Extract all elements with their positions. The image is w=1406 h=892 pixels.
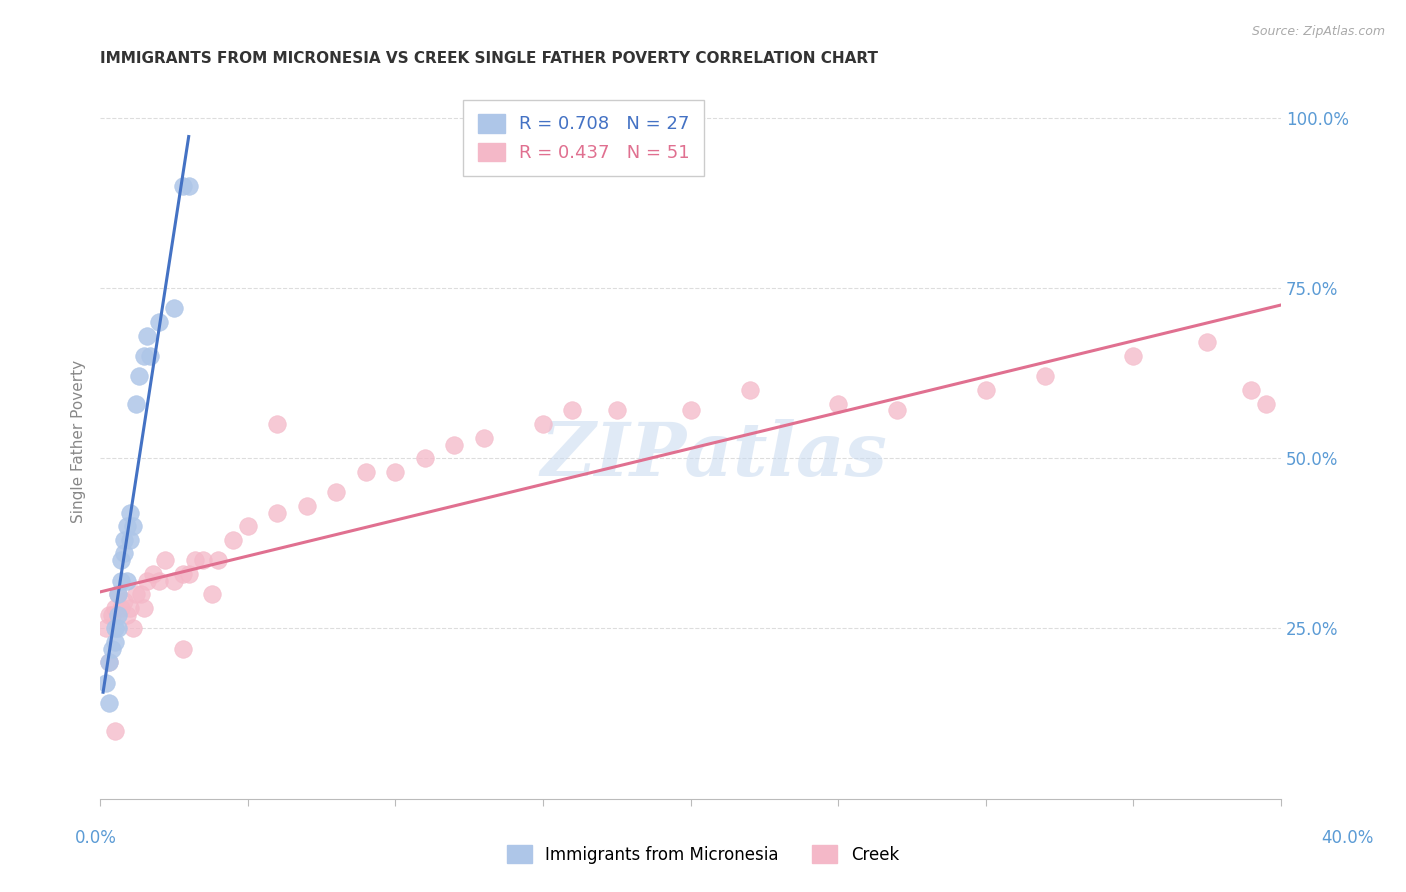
- Point: [201, 587, 224, 601]
- Point: [163, 301, 186, 316]
- Point: [107, 607, 129, 622]
- Point: [886, 403, 908, 417]
- Point: [139, 349, 162, 363]
- Point: [136, 574, 159, 588]
- Point: [104, 601, 127, 615]
- Point: [121, 622, 143, 636]
- Point: [107, 587, 129, 601]
- Point: [679, 403, 702, 417]
- Point: [325, 485, 347, 500]
- Text: 40.0%: 40.0%: [1320, 829, 1374, 847]
- Text: 0.0%: 0.0%: [75, 829, 117, 847]
- Point: [136, 328, 159, 343]
- Point: [443, 437, 465, 451]
- Point: [107, 622, 129, 636]
- Point: [1197, 335, 1219, 350]
- Point: [177, 566, 200, 581]
- Point: [606, 403, 628, 417]
- Point: [104, 635, 127, 649]
- Point: [98, 696, 121, 710]
- Point: [94, 676, 117, 690]
- Point: [222, 533, 245, 547]
- Point: [472, 431, 495, 445]
- Point: [107, 587, 129, 601]
- Legend: R = 0.708   N = 27, R = 0.437   N = 51: R = 0.708 N = 27, R = 0.437 N = 51: [464, 100, 704, 177]
- Point: [110, 601, 132, 615]
- Point: [172, 641, 194, 656]
- Point: [384, 465, 406, 479]
- Point: [561, 403, 583, 417]
- Point: [104, 723, 127, 738]
- Point: [142, 566, 165, 581]
- Point: [1240, 383, 1263, 397]
- Point: [236, 519, 259, 533]
- Point: [827, 397, 849, 411]
- Point: [110, 574, 132, 588]
- Text: Source: ZipAtlas.com: Source: ZipAtlas.com: [1251, 25, 1385, 38]
- Point: [163, 574, 186, 588]
- Point: [115, 574, 138, 588]
- Point: [131, 587, 153, 601]
- Point: [98, 656, 121, 670]
- Text: IMMIGRANTS FROM MICRONESIA VS CREEK SINGLE FATHER POVERTY CORRELATION CHART: IMMIGRANTS FROM MICRONESIA VS CREEK SING…: [100, 51, 879, 66]
- Point: [738, 383, 761, 397]
- Point: [98, 607, 121, 622]
- Point: [112, 547, 135, 561]
- Point: [207, 553, 229, 567]
- Point: [148, 574, 170, 588]
- Point: [974, 383, 997, 397]
- Point: [94, 622, 117, 636]
- Point: [101, 641, 124, 656]
- Point: [177, 178, 200, 193]
- Point: [115, 519, 138, 533]
- Point: [295, 499, 318, 513]
- Point: [98, 656, 121, 670]
- Point: [121, 519, 143, 533]
- Point: [118, 533, 141, 547]
- Point: [124, 397, 146, 411]
- Point: [1256, 397, 1278, 411]
- Point: [118, 506, 141, 520]
- Point: [101, 607, 124, 622]
- Text: ZIPatlas: ZIPatlas: [541, 419, 887, 491]
- Point: [112, 594, 135, 608]
- Point: [183, 553, 205, 567]
- Point: [118, 601, 141, 615]
- Point: [193, 553, 215, 567]
- Point: [110, 553, 132, 567]
- Point: [112, 533, 135, 547]
- Point: [266, 417, 288, 431]
- Point: [1122, 349, 1144, 363]
- Point: [104, 622, 127, 636]
- Point: [124, 587, 146, 601]
- Point: [148, 315, 170, 329]
- Point: [134, 349, 156, 363]
- Point: [172, 178, 194, 193]
- Point: [531, 417, 554, 431]
- Y-axis label: Single Father Poverty: Single Father Poverty: [72, 359, 86, 523]
- Legend: Immigrants from Micronesia, Creek: Immigrants from Micronesia, Creek: [501, 838, 905, 871]
- Point: [134, 601, 156, 615]
- Point: [1033, 369, 1056, 384]
- Point: [128, 369, 150, 384]
- Point: [115, 607, 138, 622]
- Point: [153, 553, 176, 567]
- Point: [266, 506, 288, 520]
- Point: [413, 451, 436, 466]
- Point: [172, 566, 194, 581]
- Point: [354, 465, 377, 479]
